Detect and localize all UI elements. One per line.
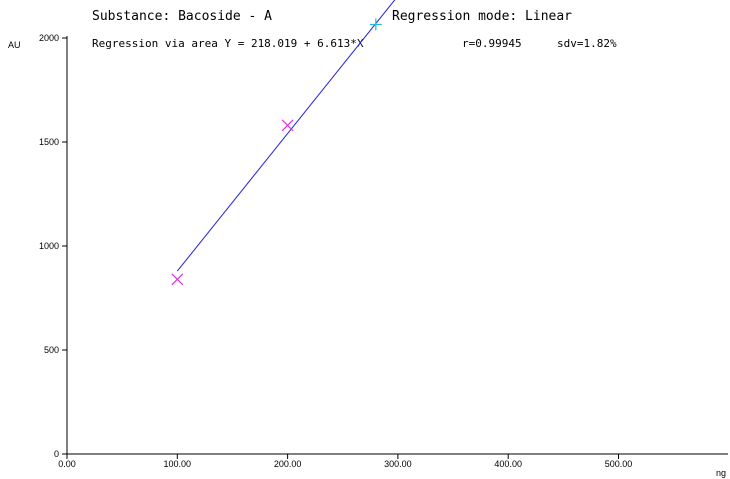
- data-points: [171, 18, 382, 286]
- standard-deviation: sdv=1.82%: [557, 37, 617, 50]
- y-axis-ticks: 05001000150020002500300035004000: [39, 33, 67, 459]
- x-tick-label: 300.00: [384, 459, 412, 469]
- x-axis-label: ng: [716, 468, 726, 478]
- y-tick-label: 500: [44, 345, 59, 355]
- regression-line: [176, 0, 396, 272]
- y-tick-label: 1000: [39, 241, 59, 251]
- substance-title: Substance: Bacoside - A: [92, 9, 272, 24]
- y-tick-label: 2000: [39, 33, 59, 43]
- regression-line-group: [176, 0, 396, 272]
- correlation-coefficient: r=0.99945: [462, 37, 522, 50]
- x-marker-point: [171, 273, 184, 286]
- regression-equation: Regression via area Y = 218.019 + 6.613*…: [92, 37, 364, 50]
- x-tick-label: 0.00: [58, 459, 76, 469]
- x-marker-point: [281, 119, 294, 132]
- x-tick-label: 200.00: [274, 459, 302, 469]
- y-tick-label: 1500: [39, 137, 59, 147]
- chart-header: Substance: Bacoside - A Regression mode:…: [92, 9, 617, 50]
- y-axis-label: AU: [8, 40, 21, 50]
- x-tick-label: 100.00: [164, 459, 192, 469]
- x-axis-ticks: 0.00 100.00 200.00 300.00 400.00 500.00: [58, 454, 632, 469]
- x-tick-label: 400.00: [494, 459, 522, 469]
- y-tick-label: 0: [54, 449, 59, 459]
- regression-mode: Regression mode: Linear: [392, 9, 572, 24]
- x-tick-label: 500.00: [605, 459, 633, 469]
- plus-marker-point: [369, 18, 382, 31]
